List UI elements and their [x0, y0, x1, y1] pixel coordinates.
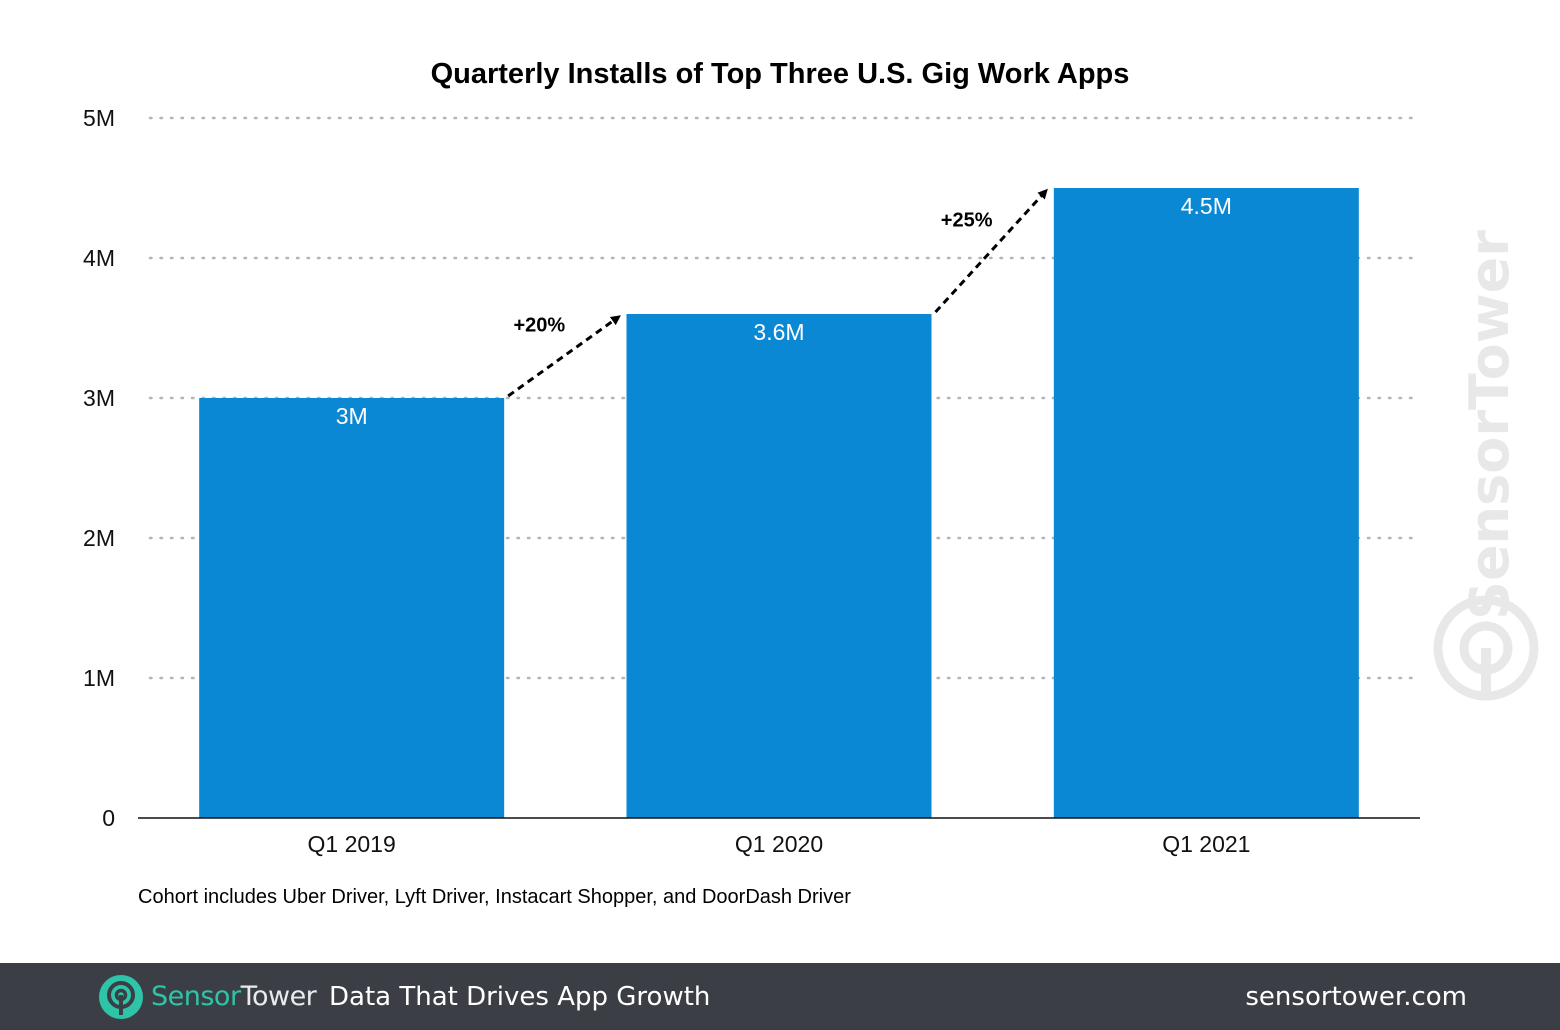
y-axis: 0 1M 2M 3M 4M 5M	[83, 105, 115, 831]
bars: 3M 3.6M 4.5M	[199, 188, 1359, 818]
bar-value-label: 3.6M	[753, 319, 804, 345]
growth-arrow	[507, 315, 621, 398]
growth-annotations: +20% +25%	[507, 188, 1048, 398]
footer-bar: SensorTower Data That Drives App Growth …	[0, 963, 1560, 1030]
bar-value-label: 3M	[336, 403, 368, 429]
sensortower-watermark: SensorTower	[1433, 230, 1539, 701]
bar	[199, 398, 505, 818]
y-tick-label: 4M	[83, 245, 115, 271]
cohort-note: Cohort includes Uber Driver, Lyft Driver…	[138, 886, 851, 908]
y-tick-label: 3M	[83, 385, 115, 411]
chart: Quarterly Installs of Top Three U.S. Gig…	[83, 58, 1539, 908]
brand-name-part1: Sensor	[151, 981, 241, 1012]
x-axis: Q1 2019 Q1 2020 Q1 2021	[308, 831, 1251, 857]
y-tick-label: 5M	[83, 105, 115, 131]
chart-title: Quarterly Installs of Top Three U.S. Gig…	[431, 58, 1130, 90]
bar	[1053, 188, 1359, 818]
x-tick-label: Q1 2020	[735, 831, 823, 857]
website-link[interactable]: sensortower.com	[1245, 982, 1467, 1012]
y-tick-label: 1M	[83, 665, 115, 691]
y-tick-label: 0	[102, 805, 115, 831]
growth-label: +20%	[513, 315, 565, 337]
x-tick-label: Q1 2021	[1162, 831, 1250, 857]
bar-value-label: 4.5M	[1181, 193, 1232, 219]
growth-label: +25%	[941, 210, 993, 232]
growth-arrow	[934, 188, 1048, 314]
brand-name: SensorTower	[151, 980, 317, 1014]
brand-name-part2: Tower	[240, 981, 317, 1012]
svg-text:SensorTower: SensorTower	[1458, 230, 1521, 620]
x-tick-label: Q1 2019	[308, 831, 396, 857]
tagline: Data That Drives App Growth	[329, 982, 711, 1012]
sensortower-logo-icon	[99, 975, 143, 1019]
bar	[626, 314, 932, 818]
y-tick-label: 2M	[83, 525, 115, 551]
